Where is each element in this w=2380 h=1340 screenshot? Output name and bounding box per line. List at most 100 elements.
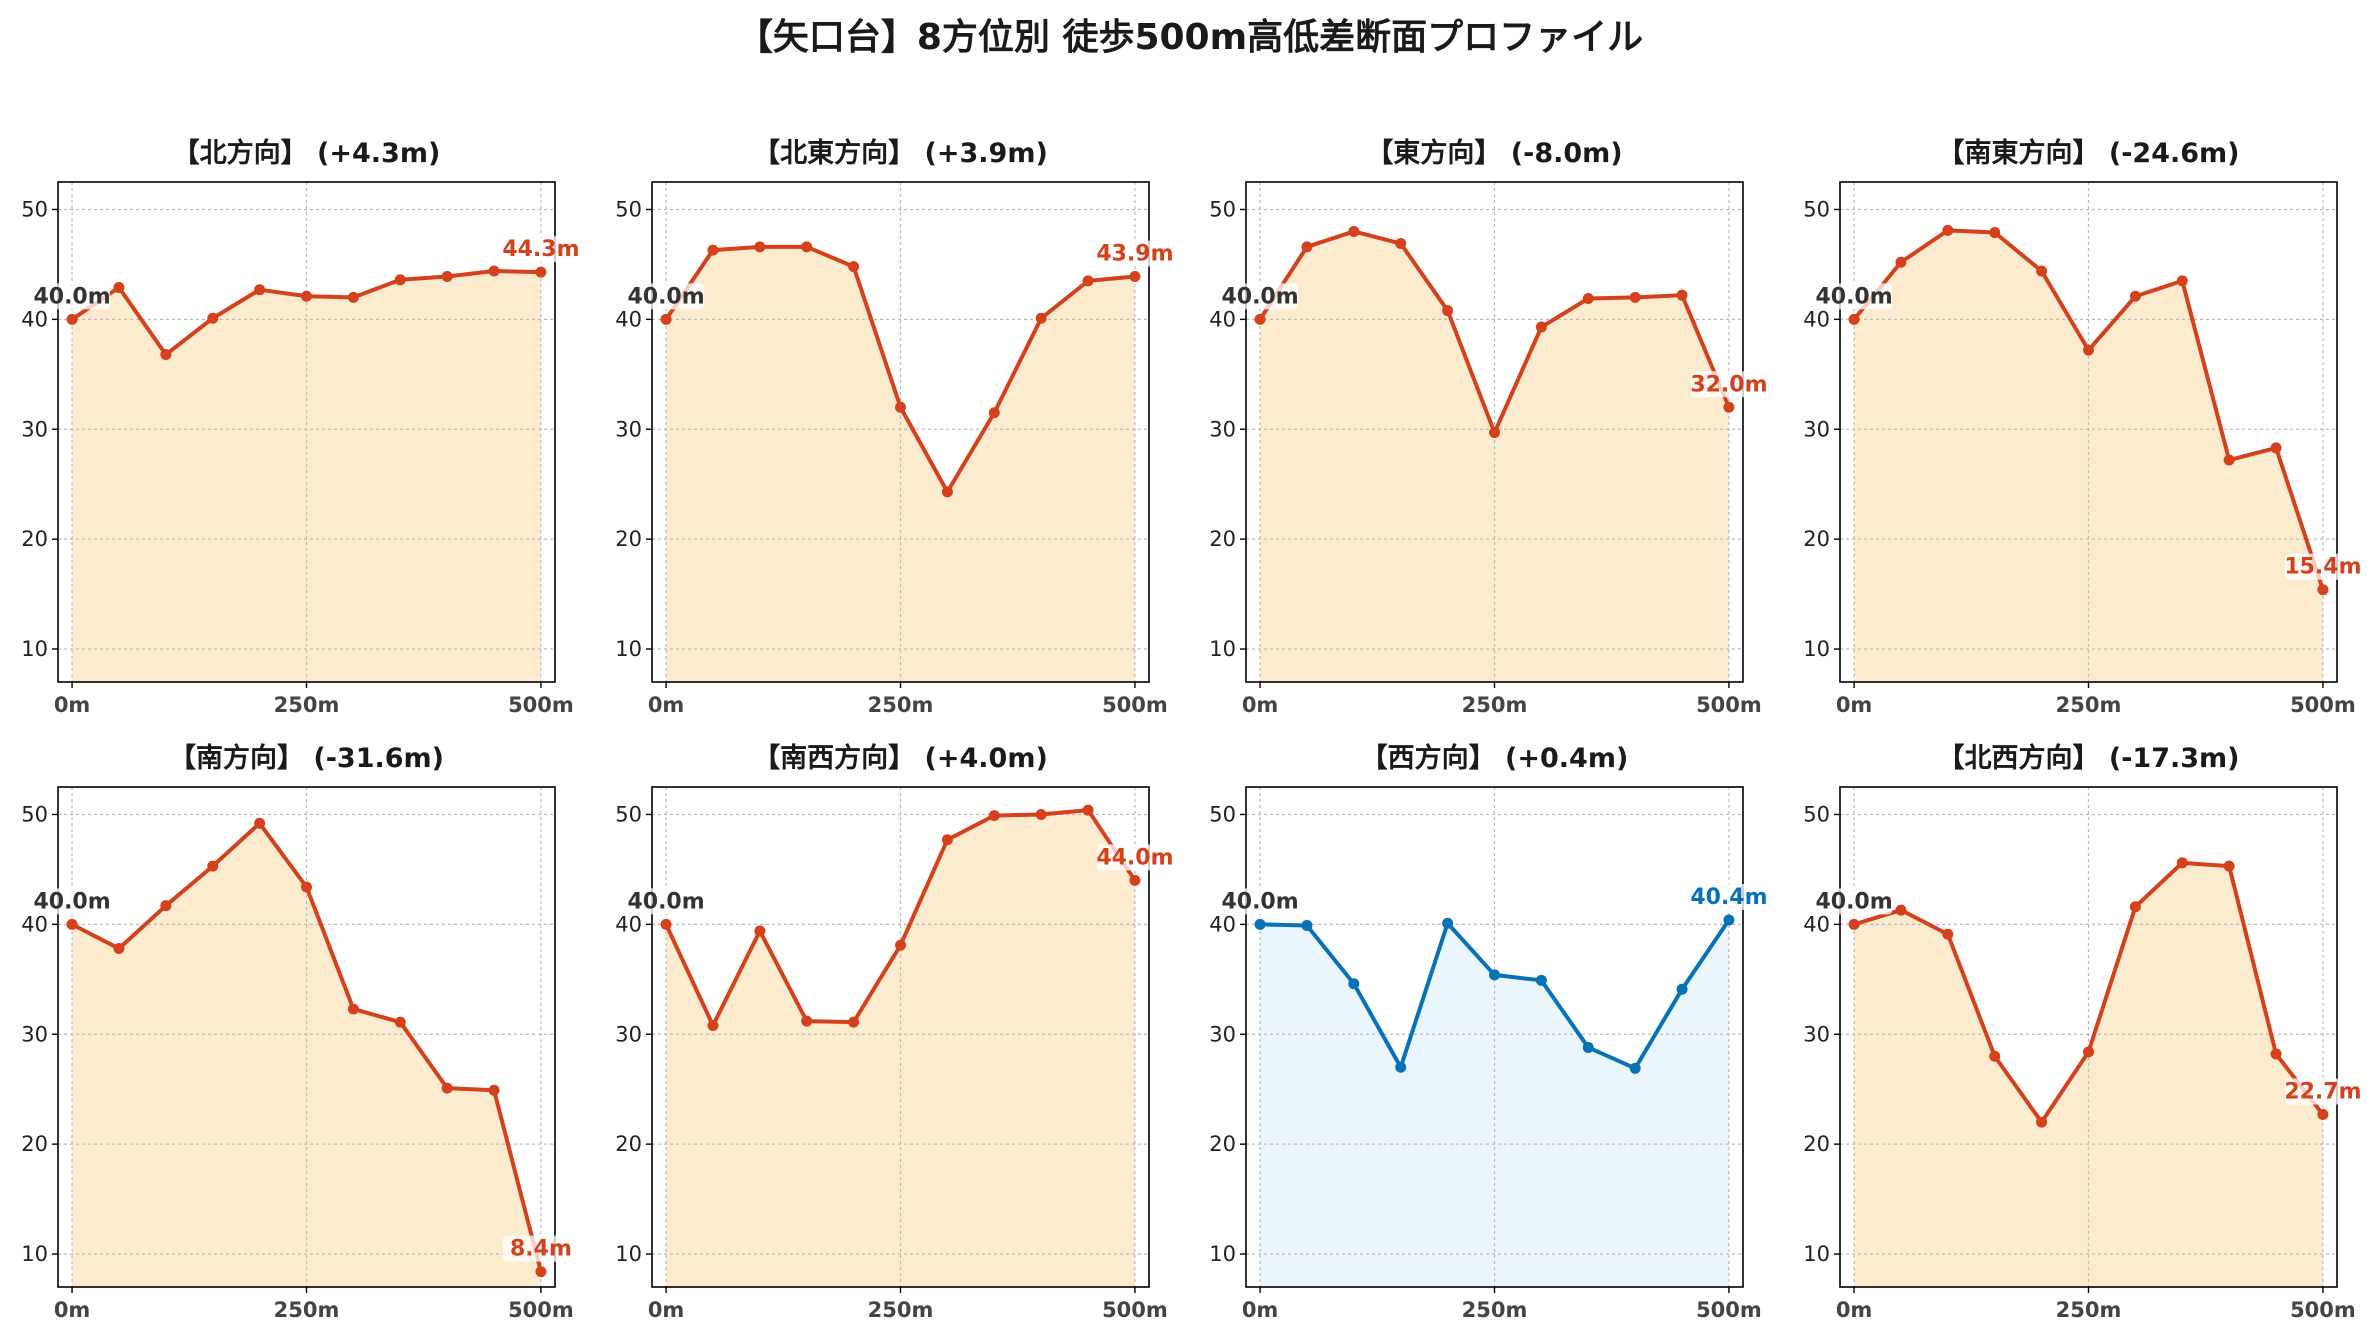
data-point [160, 900, 172, 912]
y-tick-label: 50 [21, 802, 48, 826]
chart-title: 【西方向】 (+0.4m) [1361, 742, 1629, 774]
chart-title: 【北東方向】 (+3.9m) [753, 137, 1048, 169]
y-tick-label: 30 [615, 1022, 642, 1046]
x-tick-label: 250m [1462, 1298, 1528, 1322]
data-point [535, 266, 547, 278]
data-point [1629, 1062, 1641, 1074]
start-elevation-label: 40.0m [33, 889, 110, 914]
y-tick-label: 30 [1803, 1022, 1830, 1046]
data-point [1895, 904, 1907, 916]
y-tick-label: 50 [1209, 197, 1236, 221]
elevation-area [72, 823, 541, 1287]
data-point [2176, 275, 2188, 287]
y-tick-label: 50 [1803, 197, 1830, 221]
data-point [1895, 256, 1907, 268]
y-tick-label: 10 [615, 637, 642, 661]
elevation-area [1854, 230, 2323, 682]
data-point [1348, 978, 1360, 990]
start-elevation-label: 40.0m [1221, 284, 1298, 309]
elevation-area [1260, 231, 1729, 682]
data-point [1489, 427, 1500, 439]
data-point [1035, 808, 1047, 820]
data-point [1582, 292, 1594, 304]
y-tick-label: 10 [21, 637, 48, 661]
end-label-bg [1690, 883, 1767, 910]
y-tick-label: 20 [21, 1132, 48, 1156]
data-point [1129, 874, 1141, 886]
y-tick-label: 40 [615, 912, 642, 936]
data-point [2176, 857, 2188, 869]
start-label-bg [1222, 283, 1299, 310]
data-point [207, 860, 219, 872]
y-tick-label: 40 [1803, 307, 1830, 331]
data-point [301, 290, 312, 302]
y-tick-label: 40 [21, 912, 48, 936]
start-elevation-label: 40.0m [627, 284, 704, 309]
y-tick-label: 20 [615, 1132, 642, 1156]
data-point [1254, 313, 1266, 325]
end-label-bg [2284, 553, 2361, 580]
data-point [1348, 225, 1360, 237]
chart-title: 【南西方向】 (+4.0m) [753, 742, 1048, 774]
x-tick-label: 250m [2056, 693, 2122, 717]
data-point [1676, 983, 1688, 995]
data-point [1301, 241, 1313, 253]
start-elevation-label: 40.0m [33, 284, 110, 309]
x-tick-label: 250m [274, 693, 340, 717]
data-point [1848, 313, 1860, 325]
end-label-bg [502, 1235, 579, 1262]
y-tick-label: 10 [1209, 1242, 1236, 1266]
data-point [1989, 227, 2001, 239]
start-label-bg [628, 888, 705, 915]
data-point [1442, 917, 1454, 929]
start-elevation-label: 40.0m [627, 889, 704, 914]
data-point [1723, 914, 1735, 926]
end-label-bg [1690, 371, 1767, 398]
y-tick-label: 10 [1803, 637, 1830, 661]
data-point [988, 810, 1000, 822]
end-elevation-label: 44.3m [502, 237, 579, 262]
y-tick-label: 50 [615, 197, 642, 221]
data-point [2270, 442, 2282, 454]
data-point [941, 486, 953, 498]
y-tick-label: 30 [1803, 417, 1830, 441]
data-point [2083, 344, 2094, 356]
data-point [66, 918, 78, 930]
data-point [1535, 974, 1547, 986]
data-point [988, 407, 1000, 419]
end-label-bg [1096, 844, 1173, 871]
y-tick-label: 20 [615, 527, 642, 551]
data-point [2223, 454, 2235, 466]
x-tick-label: 250m [274, 1298, 340, 1322]
data-point [1129, 271, 1141, 283]
x-tick-label: 250m [868, 693, 934, 717]
end-elevation-label: 32.0m [1690, 372, 1767, 397]
data-point [441, 1082, 453, 1094]
y-tick-label: 50 [21, 197, 48, 221]
data-point [254, 817, 266, 829]
data-point [160, 349, 172, 361]
data-point [660, 313, 672, 325]
start-label-bg [34, 888, 111, 915]
end-elevation-label: 43.9m [1096, 242, 1173, 267]
data-point [535, 1266, 547, 1278]
end-elevation-label: 15.4m [2284, 555, 2361, 580]
y-tick-label: 40 [21, 307, 48, 331]
x-tick-label: 500m [508, 693, 574, 717]
data-point [488, 1084, 500, 1096]
data-point [1395, 238, 1407, 250]
y-tick-label: 30 [21, 1022, 48, 1046]
data-point [2129, 901, 2141, 913]
data-point [441, 271, 453, 283]
y-tick-label: 10 [21, 1242, 48, 1266]
data-point [895, 401, 906, 413]
chart-title: 【南東方向】 (-24.6m) [1937, 137, 2239, 169]
x-tick-label: 0m [1242, 693, 1279, 717]
data-point [347, 1003, 359, 1015]
data-point [2129, 290, 2141, 302]
end-label-bg [2284, 1078, 2361, 1105]
